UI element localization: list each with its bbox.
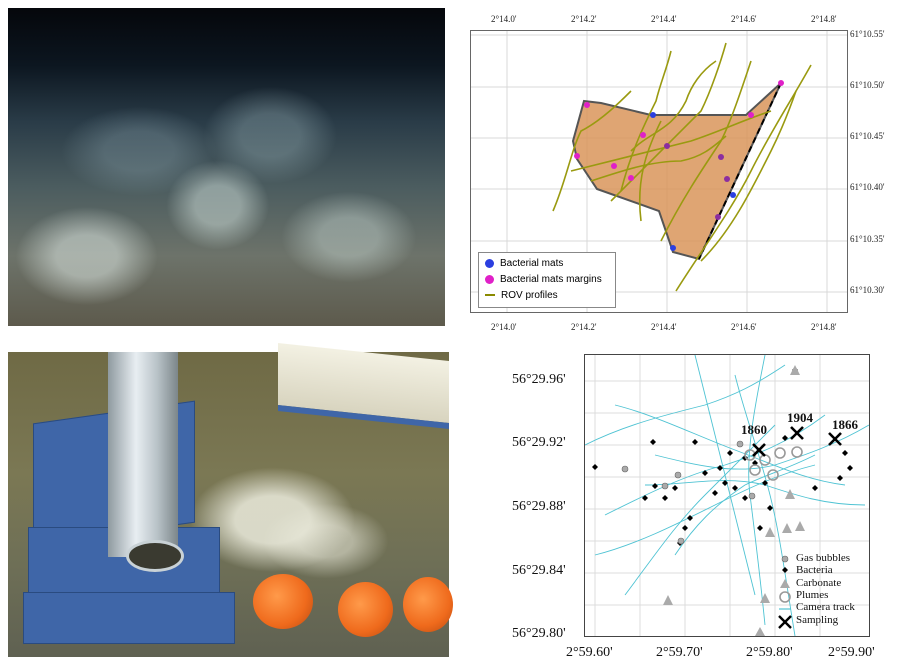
mat-margin-point <box>628 175 634 181</box>
bottom-lat-tick: 56°29.88' <box>512 499 566 514</box>
top-lat-tick: 61°10.55' <box>850 29 885 39</box>
bottom-lon-tick: 2°14.4' <box>651 322 677 332</box>
carbonate-markers <box>663 365 805 636</box>
gas-bubble-icon <box>781 555 789 563</box>
sampling-icon <box>778 615 792 629</box>
top-lat-tick: 61°10.30' <box>850 285 885 295</box>
olive-line-icon <box>485 294 495 296</box>
bacteria-markers <box>592 367 853 546</box>
legend-label: Sampling <box>796 614 839 626</box>
rope-bag <box>338 582 393 637</box>
top-lon-tick: 2°14.6' <box>731 14 757 24</box>
core-tube <box>108 352 178 557</box>
sampling-markers <box>752 426 842 457</box>
sampling-label: 1904 <box>787 410 813 425</box>
camera-tracks <box>585 355 869 636</box>
bottom-lat-tick: 56°29.80' <box>512 626 566 641</box>
top-lat-tick: 61°10.50' <box>850 80 885 90</box>
mat-margin-point <box>715 214 721 220</box>
bacterial-mat-point <box>730 192 736 198</box>
bottom-map-frame <box>584 354 870 637</box>
carbonate-icon <box>780 579 790 588</box>
bottom-lon-tick: 2°59.80' <box>746 645 793 660</box>
mat-margin-point <box>718 154 724 160</box>
legend-item: Bacterial mats margins <box>485 273 602 285</box>
bottom-lon-tick: 2°59.90' <box>828 645 875 660</box>
legend-item: ROV profiles <box>485 289 558 301</box>
bacteria-icon <box>782 567 788 573</box>
mat-margin-point <box>724 176 730 182</box>
mat-margin-point <box>778 80 784 86</box>
mat-margin-point <box>640 132 646 138</box>
top-lon-tick: 2°14.8' <box>811 14 837 24</box>
legend-label: Camera track <box>796 601 855 613</box>
bottom-lat-tick: 56°29.96' <box>512 372 566 387</box>
mat-margin-point <box>664 143 670 149</box>
legend-label: Bacteria <box>796 564 833 576</box>
bottom-lon-tick: 2°14.0' <box>491 322 517 332</box>
rope-bag <box>253 574 313 629</box>
mat-margin-point <box>584 102 590 108</box>
bacterial-mat-point <box>650 112 656 118</box>
legend-label: Carbonate <box>796 577 842 589</box>
sampler-base-lower <box>23 592 235 644</box>
top-lat-tick: 61°10.35' <box>850 234 885 244</box>
legend-label: Gas bubbles <box>796 552 851 564</box>
top-lon-tick: 2°14.2' <box>571 14 597 24</box>
bottom-map-legend-symbols <box>778 555 792 629</box>
bottom-map-grid <box>585 355 869 636</box>
bottom-lat-tick: 56°29.92' <box>512 435 566 450</box>
seafloor-photo <box>8 8 445 326</box>
bottom-map-canvas <box>585 355 869 636</box>
bottom-lon-tick: 2°59.70' <box>656 645 703 660</box>
top-lat-tick: 61°10.40' <box>850 182 885 192</box>
bottom-lat-tick: 56°29.84' <box>512 563 566 578</box>
legend-item: Bacterial mats <box>485 257 563 269</box>
legend-label: Plumes <box>796 589 829 601</box>
mat-margin-point <box>611 163 617 169</box>
bottom-lon-tick: 2°14.8' <box>811 322 837 332</box>
sampling-photo <box>8 343 453 657</box>
top-map-points <box>574 80 784 251</box>
rov-profiles <box>552 42 812 292</box>
magenta-dot-icon <box>485 274 494 284</box>
rope-bag <box>403 577 453 632</box>
sampling-label: 1860 <box>741 422 767 437</box>
seep-area-polygon <box>571 82 782 261</box>
gas-bubble-markers <box>621 440 756 545</box>
plume-icon <box>779 591 791 603</box>
top-lon-tick: 2°14.4' <box>651 14 677 24</box>
bottom-lon-tick: 2°14.2' <box>571 322 597 332</box>
mat-margin-point <box>748 112 754 118</box>
bottom-lon-tick: 2°14.6' <box>731 322 757 332</box>
blue-dot-icon <box>485 258 494 268</box>
core-tube-opening <box>126 540 184 572</box>
bottom-map-markers <box>592 365 853 636</box>
top-map-canvas <box>471 31 847 312</box>
top-map-legend: Bacterial mats Bacterial mats margins RO… <box>478 252 616 308</box>
top-lon-tick: 2°14.0' <box>491 14 517 24</box>
sampling-label: 1866 <box>832 417 858 432</box>
bacterial-mat-point <box>670 245 676 251</box>
rov-arm <box>278 343 449 429</box>
bottom-lon-tick: 2°59.60' <box>566 645 613 660</box>
mat-margin-point <box>574 153 580 159</box>
top-lat-tick: 61°10.45' <box>850 131 885 141</box>
